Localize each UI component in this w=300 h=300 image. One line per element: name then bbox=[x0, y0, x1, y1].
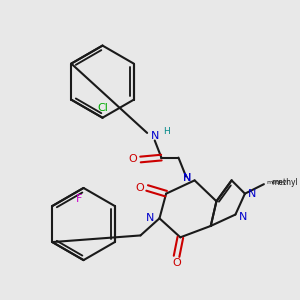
Text: methyl: methyl bbox=[272, 178, 298, 187]
Text: N: N bbox=[182, 172, 191, 182]
Text: N: N bbox=[248, 189, 257, 199]
Text: Cl: Cl bbox=[97, 103, 108, 113]
Text: O: O bbox=[172, 258, 181, 268]
Text: F: F bbox=[76, 194, 82, 204]
Text: O: O bbox=[128, 154, 137, 164]
Text: O: O bbox=[135, 183, 144, 193]
Text: N: N bbox=[146, 213, 154, 223]
Text: N: N bbox=[151, 131, 159, 141]
Text: N: N bbox=[183, 172, 191, 182]
Text: H: H bbox=[163, 128, 170, 136]
Text: methyl: methyl bbox=[267, 180, 289, 185]
Text: N: N bbox=[239, 212, 247, 222]
